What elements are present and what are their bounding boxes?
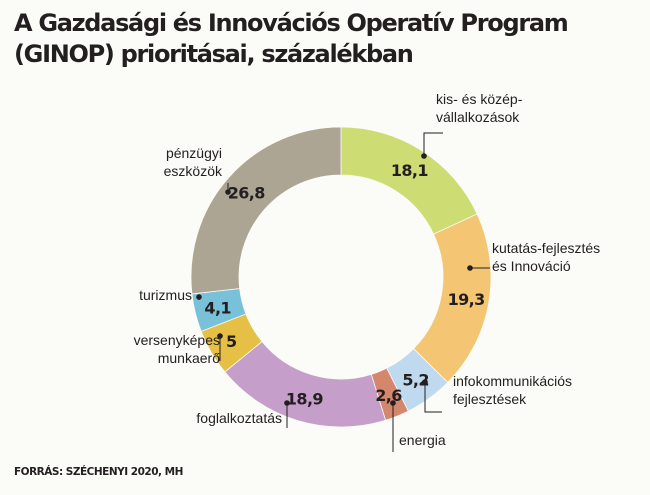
value-label-2: 5,2 <box>402 371 429 390</box>
leader-dot-6 <box>196 294 202 300</box>
leader-line-2 <box>424 382 442 413</box>
category-label-3: energia <box>399 432 446 448</box>
leader-dot-4 <box>284 400 290 406</box>
category-label-5: versenyképes munkaerő <box>134 332 221 366</box>
leader-dot-3 <box>390 400 396 406</box>
value-label-5: 5 <box>226 332 237 351</box>
leader-dot-7 <box>225 189 231 195</box>
value-label-3: 2,6 <box>375 386 402 405</box>
leader-dot-0 <box>421 153 427 159</box>
value-label-7: 26,8 <box>228 183 266 202</box>
slice-7 <box>190 126 342 295</box>
chart-title: A Gazdasági és Innovációs Operatív Progr… <box>14 9 569 68</box>
value-label-1: 19,3 <box>448 290 485 309</box>
slice-0 <box>340 126 478 235</box>
category-label-6: turizmus <box>139 287 192 303</box>
leader-dot-1 <box>467 265 473 271</box>
category-label-2: infokommunikációs fejlesztések <box>453 373 572 407</box>
value-label-4: 18,9 <box>286 390 324 409</box>
category-label-7: pénzügyi eszközök <box>164 145 223 179</box>
leader-dot-2 <box>422 379 428 385</box>
category-label-0: kis- és közép-vállalkozások <box>436 91 523 125</box>
category-label-4: foglalkoztatás <box>196 410 282 426</box>
category-label-1: kutatás-fejlesztés és Innováció <box>492 240 600 274</box>
leader-line-0 <box>423 132 443 156</box>
value-label-6: 4,1 <box>204 298 231 317</box>
leader-dot-5 <box>217 333 223 339</box>
source-note: FORRÁS: SZÉCHENYI 2020, MH <box>14 466 183 478</box>
value-label-0: 18,1 <box>391 161 429 180</box>
